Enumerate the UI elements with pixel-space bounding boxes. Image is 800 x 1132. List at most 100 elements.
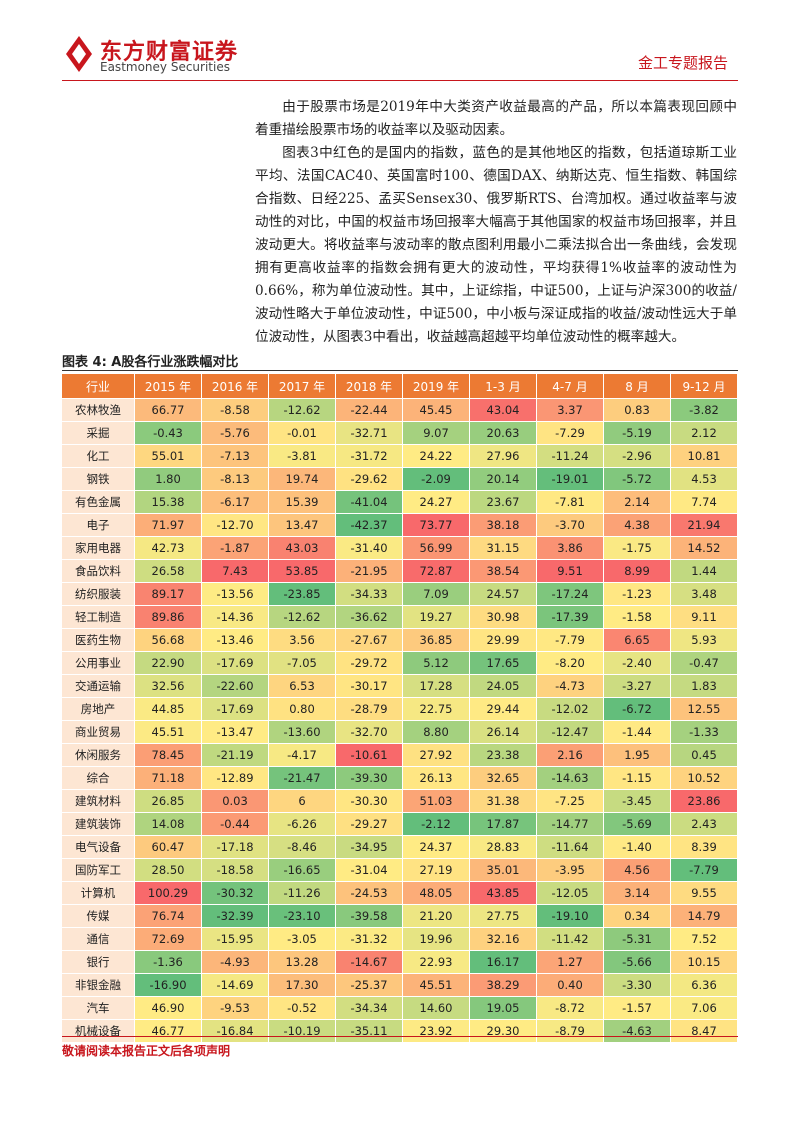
value-cell: 13.28 — [268, 950, 336, 974]
value-cell: 8.80 — [402, 720, 470, 744]
value-cell: 46.90 — [134, 996, 202, 1020]
value-cell: -7.79 — [670, 858, 738, 882]
value-cell: -29.72 — [335, 651, 403, 675]
value-cell: -1.36 — [134, 950, 202, 974]
value-cell: 22.90 — [134, 651, 202, 675]
value-cell: 76.74 — [134, 904, 202, 928]
industry-cell: 农林牧渔 — [62, 398, 135, 422]
industry-cell: 建筑装饰 — [62, 812, 135, 836]
table-row: 建筑材料 26.85 0.03 6 -30.30 51.03 31.38 -7.25 -3.45… — [62, 789, 738, 813]
value-cell: 29.44 — [469, 697, 537, 721]
value-cell: 44.85 — [134, 697, 202, 721]
table-row: 化工 55.01 -7.13 -3.81 -31.72 24.22 27.96 -11.24-… — [62, 444, 738, 468]
value-cell: -5.69 — [603, 812, 671, 836]
value-cell: -5.76 — [201, 421, 269, 445]
value-cell: 0.45 — [670, 743, 738, 767]
value-cell: 1.83 — [670, 674, 738, 698]
value-cell: -3.45 — [603, 789, 671, 813]
industry-cell: 非银金融 — [62, 973, 135, 997]
logo — [66, 36, 92, 72]
value-cell: -0.44 — [201, 812, 269, 836]
value-cell: -16.90 — [134, 973, 202, 997]
value-cell: 27.96 — [469, 444, 537, 468]
value-cell: 30.98 — [469, 605, 537, 629]
table-row: 公用事业 22.90 -17.69 -7.05 -29.72 5.12 17.65 -8.20… — [62, 651, 738, 675]
value-cell: -2.40 — [603, 651, 671, 675]
value-cell: -21.19 — [201, 743, 269, 767]
value-cell: -6.17 — [201, 490, 269, 514]
value-cell: 22.75 — [402, 697, 470, 721]
industry-cell: 商业贸易 — [62, 720, 135, 744]
table-row: 汽车 46.90 -9.53 -0.52 -34.34 14.60 19.05 -8.72 -1… — [62, 996, 738, 1020]
table-row: 农林牧渔 66.77 -8.58 -12.62 -22.44 45.45 43.04 3.37… — [62, 398, 738, 422]
value-cell: 55.01 — [134, 444, 202, 468]
value-cell: -1.23 — [603, 582, 671, 606]
value-cell: -3.95 — [536, 858, 604, 882]
value-cell: 9.55 — [670, 881, 738, 905]
value-cell: -10.61 — [335, 743, 403, 767]
value-cell: 72.69 — [134, 927, 202, 951]
industry-cell: 轻工制造 — [62, 605, 135, 629]
column-header: 4-7 月 — [536, 374, 604, 399]
value-cell: 0.83 — [603, 398, 671, 422]
table-row: 计算机 100.29 -30.32 -11.26 -24.53 48.05 43.85 -12… — [62, 881, 738, 905]
value-cell: 8.99 — [603, 559, 671, 583]
value-cell: 71.97 — [134, 513, 202, 537]
value-cell: 5.93 — [670, 628, 738, 652]
value-cell: 26.58 — [134, 559, 202, 583]
value-cell: 32.56 — [134, 674, 202, 698]
value-cell: -24.53 — [335, 881, 403, 905]
value-cell: -8.20 — [536, 651, 604, 675]
table-row: 医药生物 56.68 -13.46 3.56 -27.67 36.85 29.99 -7.79… — [62, 628, 738, 652]
value-cell: -6.72 — [603, 697, 671, 721]
table-row: 房地产 44.85 -17.69 0.80 -28.79 22.75 29.44 -12.02… — [62, 697, 738, 721]
table-row: 建筑装饰 14.08 -0.44 -6.26 -29.27 -2.12 17.87 -14.7… — [62, 812, 738, 836]
value-cell: 9.07 — [402, 421, 470, 445]
header-row: 行业 2015 年 2016 年 2017 年 2018 年 2019 年 1-3 月 4-7… — [62, 374, 738, 399]
table-row: 纺织服装 89.17 -13.56 -23.85 -34.33 7.09 24.57 -17.… — [62, 582, 738, 606]
value-cell: -3.82 — [670, 398, 738, 422]
industry-cell: 家用电器 — [62, 536, 135, 560]
value-cell: -1.44 — [603, 720, 671, 744]
industry-cell: 传媒 — [62, 904, 135, 928]
table-row: 家用电器 42.73 -1.87 43.03 -31.40 56.99 31.15 3.86-… — [62, 536, 738, 560]
value-cell: 15.39 — [268, 490, 336, 514]
value-cell: -21.95 — [335, 559, 403, 583]
value-cell: -32.70 — [335, 720, 403, 744]
value-cell: -12.47 — [536, 720, 604, 744]
value-cell: -0.01 — [268, 421, 336, 445]
industry-cell: 钢铁 — [62, 467, 135, 491]
value-cell: 56.99 — [402, 536, 470, 560]
value-cell: 29.30 — [469, 1019, 537, 1043]
value-cell: -31.32 — [335, 927, 403, 951]
value-cell: -3.30 — [603, 973, 671, 997]
value-cell: 6 — [268, 789, 336, 813]
value-cell: -17.69 — [201, 651, 269, 675]
value-cell: 3.56 — [268, 628, 336, 652]
value-cell: -12.62 — [268, 398, 336, 422]
industry-cell: 银行 — [62, 950, 135, 974]
value-cell: -17.39 — [536, 605, 604, 629]
value-cell: -3.05 — [268, 927, 336, 951]
column-header: 9-12 月 — [670, 374, 738, 399]
value-cell: -29.62 — [335, 467, 403, 491]
value-cell: 6.36 — [670, 973, 738, 997]
industry-cell: 采掘 — [62, 421, 135, 445]
value-cell: 17.30 — [268, 973, 336, 997]
value-cell: 46.77 — [134, 1019, 202, 1043]
value-cell: -30.32 — [201, 881, 269, 905]
value-cell: -42.37 — [335, 513, 403, 537]
value-cell: -1.87 — [201, 536, 269, 560]
value-cell: 2.16 — [536, 743, 604, 767]
value-cell: -12.02 — [536, 697, 604, 721]
value-cell: 24.05 — [469, 674, 537, 698]
value-cell: -22.60 — [201, 674, 269, 698]
value-cell: -5.72 — [603, 467, 671, 491]
value-cell: 8.47 — [670, 1019, 738, 1043]
industry-cell: 食品饮料 — [62, 559, 135, 583]
value-cell: 24.57 — [469, 582, 537, 606]
value-cell: 38.54 — [469, 559, 537, 583]
table-row: 交通运输 32.56 -22.60 6.53 -30.17 17.28 24.05 -4.73… — [62, 674, 738, 698]
industry-cell: 通信 — [62, 927, 135, 951]
industry-cell: 房地产 — [62, 697, 135, 721]
